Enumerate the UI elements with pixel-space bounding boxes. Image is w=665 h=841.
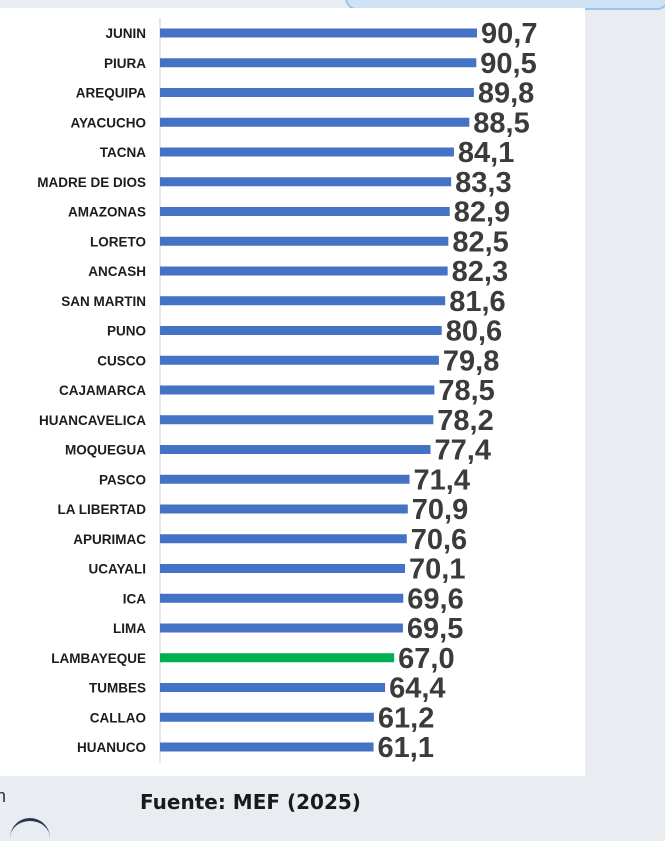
category-label: HUANUCO — [77, 740, 146, 755]
category-label: ICA — [123, 591, 147, 606]
bar — [160, 177, 452, 187]
category-label: MADRE DE DIOS — [37, 175, 146, 190]
data-label: 90,5 — [480, 48, 536, 80]
data-label: 69,5 — [407, 613, 463, 645]
bar — [160, 504, 408, 514]
bar — [160, 355, 439, 365]
bar — [160, 534, 407, 544]
bar — [160, 28, 477, 38]
category-label: PASCO — [99, 472, 146, 487]
category-label: TACNA — [100, 145, 146, 160]
left-edge-text-fragment: n — [0, 786, 7, 806]
bar — [160, 564, 406, 573]
bottom-decorative-arc — [10, 818, 50, 841]
bar — [160, 326, 442, 335]
category-label: CAJAMARCA — [59, 383, 146, 398]
data-label: 70,9 — [412, 494, 468, 526]
bar — [160, 385, 435, 395]
category-label: PUNO — [107, 324, 146, 339]
bar — [160, 474, 410, 484]
data-label: 61,2 — [378, 702, 434, 734]
category-label: LIMA — [113, 621, 146, 636]
data-label: 84,1 — [458, 137, 514, 169]
bar — [160, 415, 434, 425]
category-label: AREQUIPA — [76, 86, 147, 101]
data-label: 70,1 — [409, 554, 465, 586]
data-label: 78,2 — [437, 405, 493, 437]
bar — [160, 88, 474, 97]
category-label: LAMBAYEQUE — [51, 651, 146, 666]
bar — [160, 236, 449, 246]
chart-panel: JUNIN 90,7 PIURA 90,5 AREQUIPA 89,8 AYACUCHO 88… — [0, 8, 585, 776]
bar — [160, 742, 374, 752]
data-label: 61,1 — [378, 732, 434, 764]
data-label: 80,6 — [446, 316, 502, 348]
bar — [160, 445, 431, 454]
category-label: PIURA — [104, 56, 146, 71]
category-label: AYACUCHO — [70, 115, 146, 130]
bar — [160, 296, 446, 306]
category-label: MOQUEGUA — [65, 443, 146, 458]
data-label: 71,4 — [414, 464, 470, 496]
data-label: 78,5 — [438, 375, 494, 407]
data-label: 64,4 — [389, 673, 445, 705]
category-label: APURIMAC — [73, 532, 146, 547]
data-label: 82,5 — [452, 226, 508, 258]
data-label: 81,6 — [449, 286, 505, 318]
category-label: LORETO — [90, 234, 146, 249]
bar — [160, 712, 374, 722]
data-label: 70,6 — [411, 524, 467, 556]
bar — [160, 207, 450, 216]
category-label: CALLAO — [90, 710, 146, 725]
category-label: CUSCO — [97, 353, 146, 368]
bar — [160, 117, 470, 127]
data-label: 90,7 — [481, 18, 537, 50]
category-label: SAN MARTIN — [61, 294, 146, 309]
bar-chart: JUNIN 90,7 PIURA 90,5 AREQUIPA 89,8 AYACUCHO 88… — [37, 18, 537, 764]
bars-layer: JUNIN 90,7 PIURA 90,5 AREQUIPA 89,8 AYACUCHO 88… — [37, 18, 537, 764]
category-label: UCAYALI — [88, 562, 146, 577]
data-label: 69,6 — [407, 583, 463, 615]
category-label: ANCASH — [88, 264, 146, 279]
data-label: 77,4 — [435, 435, 491, 467]
source-caption: Fuente: MEF (2025) — [140, 790, 361, 814]
data-label: 82,9 — [454, 197, 510, 229]
category-label: TUMBES — [89, 681, 146, 696]
bar — [160, 653, 395, 663]
bar — [160, 683, 386, 692]
category-label: HUANCAVELICA — [39, 413, 146, 428]
data-label: 67,0 — [398, 643, 454, 675]
data-label: 79,8 — [443, 345, 499, 377]
bar — [160, 147, 454, 157]
data-label: 89,8 — [478, 78, 534, 110]
category-label: AMAZONAS — [68, 205, 146, 220]
data-label: 82,3 — [452, 256, 508, 288]
bar — [160, 623, 403, 633]
bar — [160, 58, 477, 68]
data-label: 88,5 — [473, 107, 529, 139]
bar — [160, 593, 404, 603]
category-label: LA LIBERTAD — [58, 502, 147, 517]
category-label: JUNIN — [105, 26, 146, 41]
data-label: 83,3 — [455, 167, 511, 199]
bar — [160, 266, 448, 276]
